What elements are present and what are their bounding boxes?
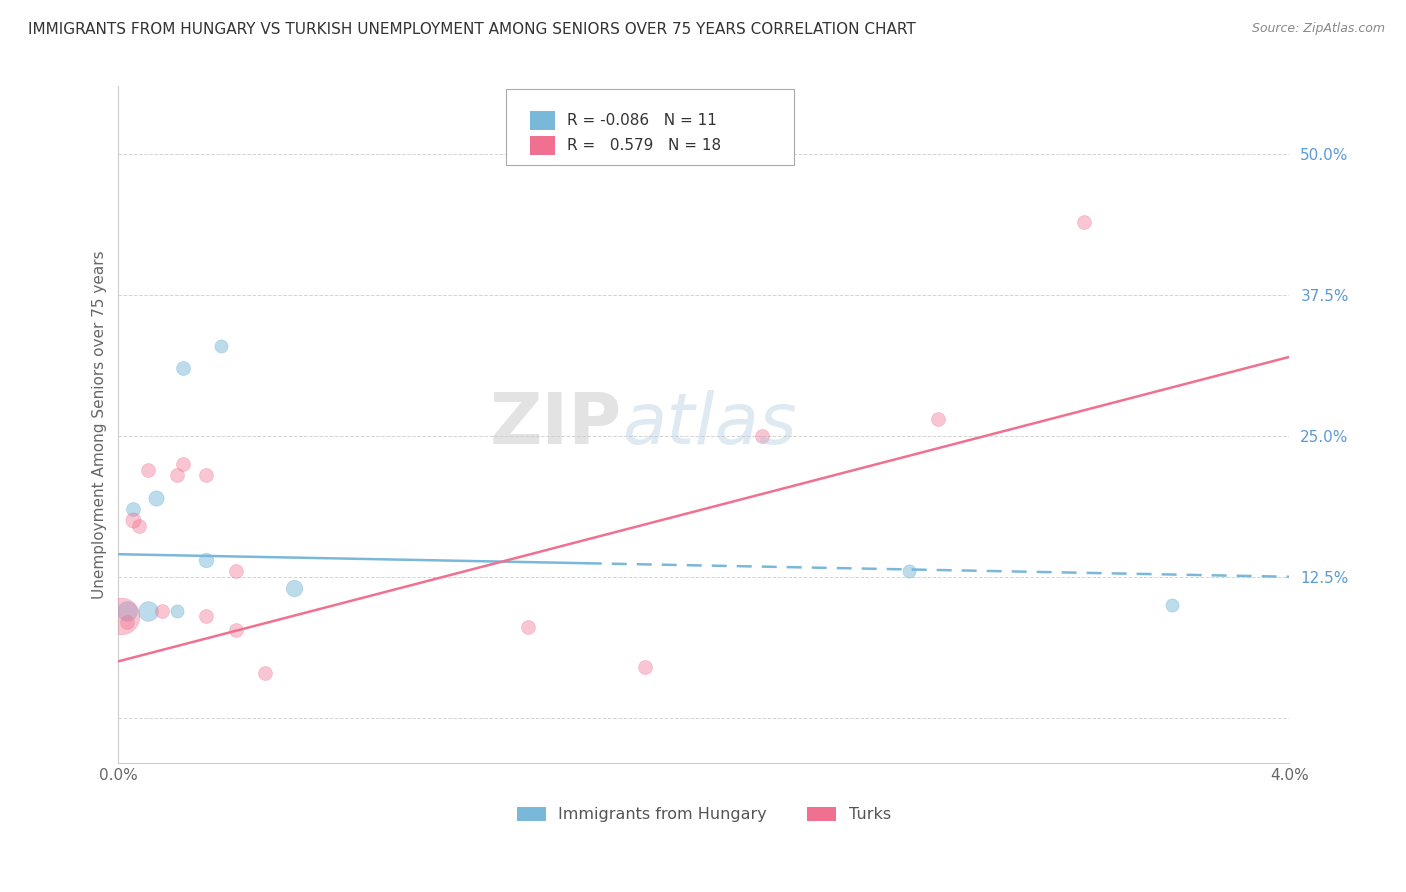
Point (634, 660, 657, 674)
Point (195, 553, 218, 567)
Point (225, 623, 247, 637)
Text: R = -0.086   N = 11: R = -0.086 N = 11 (567, 113, 717, 128)
Text: ZIP: ZIP (489, 390, 621, 459)
Point (115, 604, 138, 618)
Point (122, 502, 145, 516)
Point (195, 609, 218, 624)
Y-axis label: Unemployment Among Seniors over 75 years: Unemployment Among Seniors over 75 years (93, 251, 107, 599)
Point (253, 665, 276, 680)
Point (136, 463, 159, 477)
Point (1073, 214, 1095, 228)
Text: atlas: atlas (621, 390, 796, 459)
Point (209, 339, 232, 353)
Point (1161, 598, 1184, 612)
Point (150, 604, 173, 618)
Point (927, 412, 949, 426)
Point (136, 604, 159, 618)
Point (172, 361, 194, 376)
Point (122, 513, 145, 527)
Point (128, 519, 150, 533)
Point (751, 429, 773, 443)
Legend: Immigrants from Hungary, Turks: Immigrants from Hungary, Turks (517, 807, 891, 822)
Point (145, 491, 167, 505)
Point (517, 620, 540, 634)
Point (115, 615, 138, 629)
Point (166, 604, 188, 618)
Point (195, 468, 218, 483)
Point (166, 468, 188, 483)
Text: Source: ZipAtlas.com: Source: ZipAtlas.com (1251, 22, 1385, 36)
Text: IMMIGRANTS FROM HUNGARY VS TURKISH UNEMPLOYMENT AMONG SENIORS OVER 75 YEARS CORR: IMMIGRANTS FROM HUNGARY VS TURKISH UNEMP… (28, 22, 915, 37)
Point (172, 457, 194, 471)
Point (283, 581, 305, 595)
Point (225, 564, 247, 578)
Text: R =   0.579   N = 18: R = 0.579 N = 18 (567, 138, 721, 153)
Point (897, 564, 920, 578)
Point (110, 609, 132, 624)
